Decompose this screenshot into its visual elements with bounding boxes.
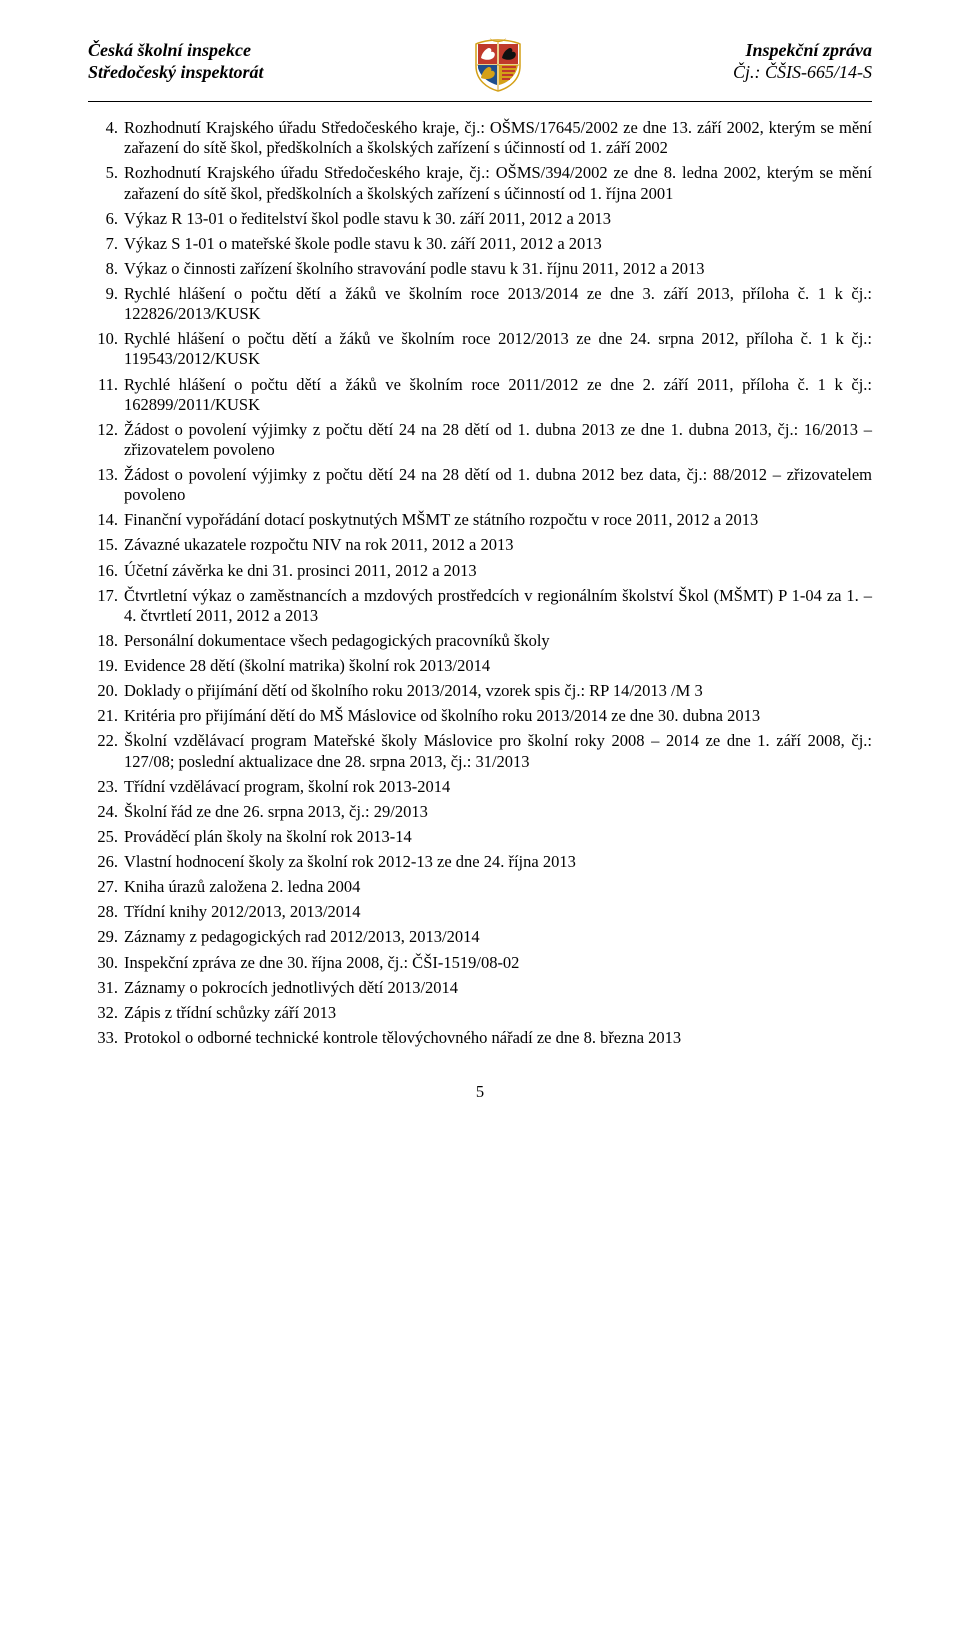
org-name: Česká školní inspekce [88,40,264,62]
org-subname: Středočeský inspektorát [88,62,264,84]
list-item: Výkaz S 1-01 o mateřské škole podle stav… [114,234,872,254]
ref-number: Čj.: ČŠIS-665/14-S [733,62,872,84]
list-item: Rozhodnutí Krajského úřadu Středočeského… [114,163,872,203]
list-item: Třídní knihy 2012/2013, 2013/2014 [114,902,872,922]
list-item: Zápis z třídní schůzky září 2013 [114,1003,872,1023]
numbered-list: Rozhodnutí Krajského úřadu Středočeského… [88,118,872,1048]
list-item: Výkaz o činnosti zařízení školního strav… [114,259,872,279]
header-right: Inspekční zpráva Čj.: ČŠIS-665/14-S [733,40,872,84]
list-item: Finanční vypořádání dotací poskytnutých … [114,510,872,530]
list-item: Inspekční zpráva ze dne 30. října 2008, … [114,953,872,973]
list-item: Rychlé hlášení o počtu dětí a žáků ve šk… [114,284,872,324]
list-item: Žádost o povolení výjimky z počtu dětí 2… [114,465,872,505]
list-item: Vlastní hodnocení školy za školní rok 20… [114,852,872,872]
header-divider [88,101,872,102]
page-number: 5 [88,1082,872,1102]
list-item: Personální dokumentace všech pedagogický… [114,631,872,651]
page: Česká školní inspekce Středočeský inspek… [0,0,960,1162]
list-item: Rozhodnutí Krajského úřadu Středočeského… [114,118,872,158]
list-item: Rychlé hlášení o počtu dětí a žáků ve šk… [114,375,872,415]
list-item: Evidence 28 dětí (školní matrika) školní… [114,656,872,676]
list-item: Prováděcí plán školy na školní rok 2013-… [114,827,872,847]
list-item: Výkaz R 13-01 o ředitelství škol podle s… [114,209,872,229]
list-item: Čtvrtletní výkaz o zaměstnancích a mzdov… [114,586,872,626]
list-item: Protokol o odborné technické kontrole tě… [114,1028,872,1048]
list-item: Záznamy o pokrocích jednotlivých dětí 20… [114,978,872,998]
list-item: Žádost o povolení výjimky z počtu dětí 2… [114,420,872,460]
list-item: Rychlé hlášení o počtu dětí a žáků ve šk… [114,329,872,369]
page-header: Česká školní inspekce Středočeský inspek… [88,40,872,97]
list-item: Účetní závěrka ke dni 31. prosinci 2011,… [114,561,872,581]
list-item: Třídní vzdělávací program, školní rok 20… [114,777,872,797]
list-item: Školní řád ze dne 26. srpna 2013, čj.: 2… [114,802,872,822]
list-item: Záznamy z pedagogických rad 2012/2013, 2… [114,927,872,947]
list-item: Závazné ukazatele rozpočtu NIV na rok 20… [114,535,872,555]
report-title: Inspekční zpráva [733,40,872,62]
header-left: Česká školní inspekce Středočeský inspek… [88,40,264,84]
list-item: Kritéria pro přijímání dětí do MŠ Máslov… [114,706,872,726]
list-item: Doklady o přijímání dětí od školního rok… [114,681,872,701]
list-item: Kniha úrazů založena 2. ledna 2004 [114,877,872,897]
crest-icon [472,40,524,97]
list-item: Školní vzdělávací program Mateřské školy… [114,731,872,771]
